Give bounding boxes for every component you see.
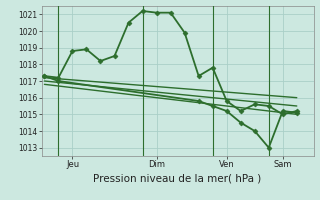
X-axis label: Pression niveau de la mer( hPa ): Pression niveau de la mer( hPa )	[93, 173, 262, 183]
